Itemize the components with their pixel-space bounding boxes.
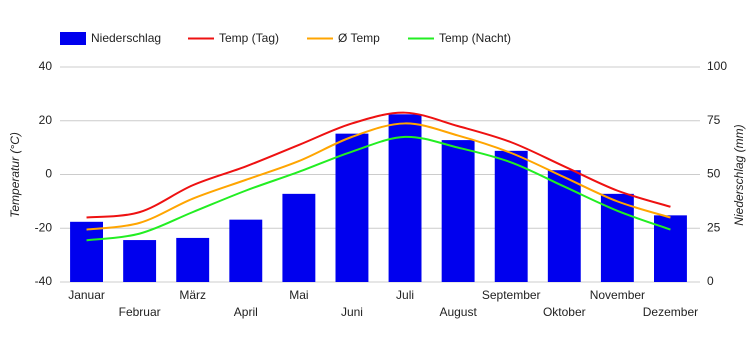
line <box>86 135 671 242</box>
bar <box>441 140 475 282</box>
bar <box>70 221 103 282</box>
x-tick-label: April <box>234 305 258 319</box>
bar <box>282 193 316 282</box>
y-tick-label: 40 <box>39 59 53 73</box>
x-tick-label: Dezember <box>643 305 698 319</box>
x-tick-label: August <box>439 305 477 319</box>
y-tick-label: 20 <box>39 113 53 127</box>
y-axis-title: Temperatur (°C) <box>8 132 22 218</box>
legend-label: Ø Temp <box>338 31 380 45</box>
bar <box>176 237 210 282</box>
line <box>86 122 671 231</box>
x-tick-label: März <box>179 288 206 302</box>
x-tick-label: November <box>590 288 645 302</box>
y-tick-label: 0 <box>45 167 52 181</box>
y2-tick-label: 50 <box>707 167 721 181</box>
legend-label: Niederschlag <box>91 31 161 45</box>
bar <box>123 240 157 282</box>
bar <box>494 150 528 282</box>
x-tick-label: Mai <box>289 288 308 302</box>
legend-swatch <box>60 32 86 45</box>
bar <box>388 114 422 282</box>
bar <box>600 193 634 282</box>
legend-label: Temp (Nacht) <box>439 31 511 45</box>
y-tick-label: -40 <box>35 274 53 288</box>
y2-tick-label: 100 <box>707 59 727 73</box>
y2-tick-label: 0 <box>707 274 714 288</box>
x-tick-label: Juli <box>396 288 414 302</box>
y2-axis-title: Niederschlag (mm) <box>732 124 746 225</box>
bar <box>335 133 369 282</box>
y2-tick-label: 75 <box>707 113 721 127</box>
x-tick-label: September <box>482 288 541 302</box>
bar <box>547 170 581 282</box>
x-tick-label: Oktober <box>543 305 586 319</box>
y2-tick-label: 25 <box>707 220 721 234</box>
bar <box>229 219 263 282</box>
x-tick-label: Juni <box>341 305 363 319</box>
y-tick-label: -20 <box>35 220 53 234</box>
x-tick-label: Januar <box>68 288 105 302</box>
legend-label: Temp (Tag) <box>219 31 279 45</box>
x-tick-label: Februar <box>119 305 161 319</box>
line <box>86 111 671 219</box>
